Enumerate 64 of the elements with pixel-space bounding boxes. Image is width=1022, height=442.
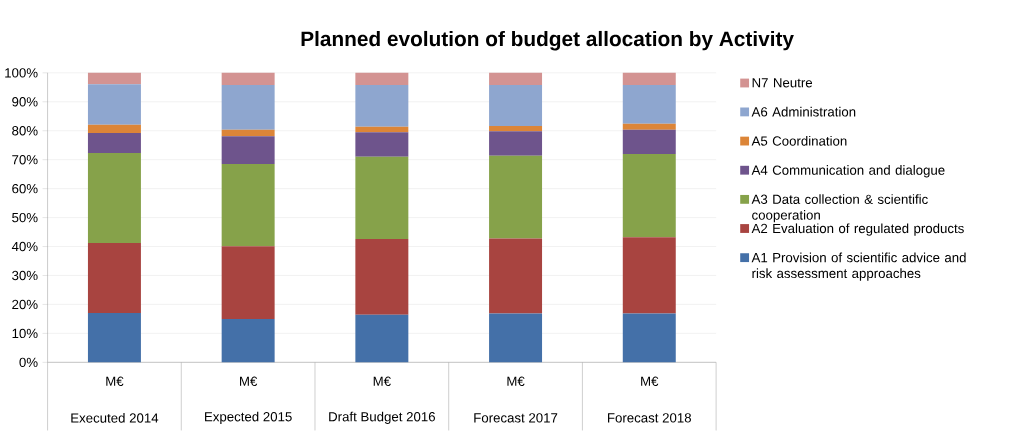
bar <box>489 85 543 127</box>
legend-label: A2 Evaluation of regulated products <box>751 223 964 236</box>
bar <box>355 85 409 127</box>
x-tick-label: Expected 2015 <box>205 411 292 425</box>
bar <box>87 243 141 314</box>
x-tick-label: Forecast 2018 <box>608 413 691 423</box>
bar <box>355 314 409 363</box>
x-tick-label: Draft Budget 2016 <box>329 411 435 425</box>
bar <box>355 239 409 315</box>
y-tick-label: 20% <box>12 299 38 310</box>
bar <box>87 124 141 134</box>
bar <box>622 72 676 86</box>
y-tick-label: 70% <box>12 155 38 165</box>
x-tick-label: Executed 2014 <box>71 413 159 423</box>
y-tick-label: 10% <box>12 328 38 339</box>
text: M€ <box>373 376 391 387</box>
bar <box>489 238 543 314</box>
y-tick-label: 90% <box>12 97 38 107</box>
bar <box>622 123 676 130</box>
bar <box>87 72 141 85</box>
legend-label: A3 Data collection & scientific cooperation <box>751 194 928 223</box>
bar <box>221 129 275 137</box>
bar <box>87 133 141 154</box>
legend-label: A6 Administration <box>751 106 856 117</box>
bar <box>87 84 141 125</box>
legend-label: N7 Neutre <box>752 78 813 88</box>
bar <box>355 132 409 157</box>
bar <box>489 126 543 132</box>
text: M€ <box>641 376 659 387</box>
bar <box>489 313 543 363</box>
bar <box>622 237 676 314</box>
bar <box>355 126 409 133</box>
bar <box>221 85 275 130</box>
bar <box>622 153 676 238</box>
y-tick-label: 60% <box>12 184 38 194</box>
y-tick-label: 80% <box>12 126 38 136</box>
y-tick-label: 100% <box>5 68 38 78</box>
bar <box>355 156 409 240</box>
bar <box>221 246 275 319</box>
bar <box>489 72 543 86</box>
bar <box>489 131 543 156</box>
legend-label: A5 Coordination <box>751 136 847 146</box>
bar <box>622 85 676 124</box>
bar <box>87 313 141 363</box>
y-tick-label: 0% <box>19 357 38 368</box>
text: M€ <box>106 376 124 387</box>
chart-title: Planned evolution of budget allocation by Activity <box>301 31 794 51</box>
y-tick-label: 30% <box>12 270 38 281</box>
bar <box>622 313 676 363</box>
x-tick-label: Forecast 2017 <box>474 413 558 423</box>
text: M€ <box>507 376 525 387</box>
y-tick-label: 40% <box>11 241 38 252</box>
text: M€ <box>240 376 258 387</box>
bar <box>489 155 543 239</box>
bar <box>87 153 141 244</box>
y-tick-label: 50% <box>12 213 38 223</box>
bar <box>221 164 275 247</box>
bar <box>221 72 275 86</box>
bar <box>355 72 409 86</box>
legend-label: A1 Provision of scientific advice and risk assessment approaches <box>751 252 966 281</box>
bar <box>221 136 275 165</box>
bar <box>221 319 275 363</box>
bar <box>622 129 676 154</box>
legend-label: A4 Communication and dialogue <box>751 165 945 178</box>
